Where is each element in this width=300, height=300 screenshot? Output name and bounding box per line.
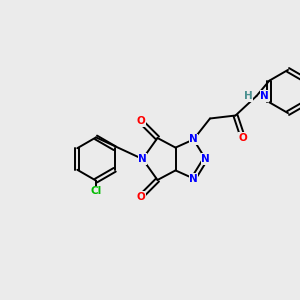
Text: H: H — [244, 91, 253, 101]
Text: N: N — [138, 154, 147, 164]
Text: N: N — [189, 134, 198, 145]
Text: O: O — [136, 191, 146, 202]
Text: Cl: Cl — [90, 186, 102, 196]
Text: N: N — [201, 154, 210, 164]
Text: O: O — [238, 133, 247, 143]
Text: N: N — [189, 173, 198, 184]
Text: O: O — [136, 116, 146, 127]
Text: N: N — [260, 91, 269, 101]
